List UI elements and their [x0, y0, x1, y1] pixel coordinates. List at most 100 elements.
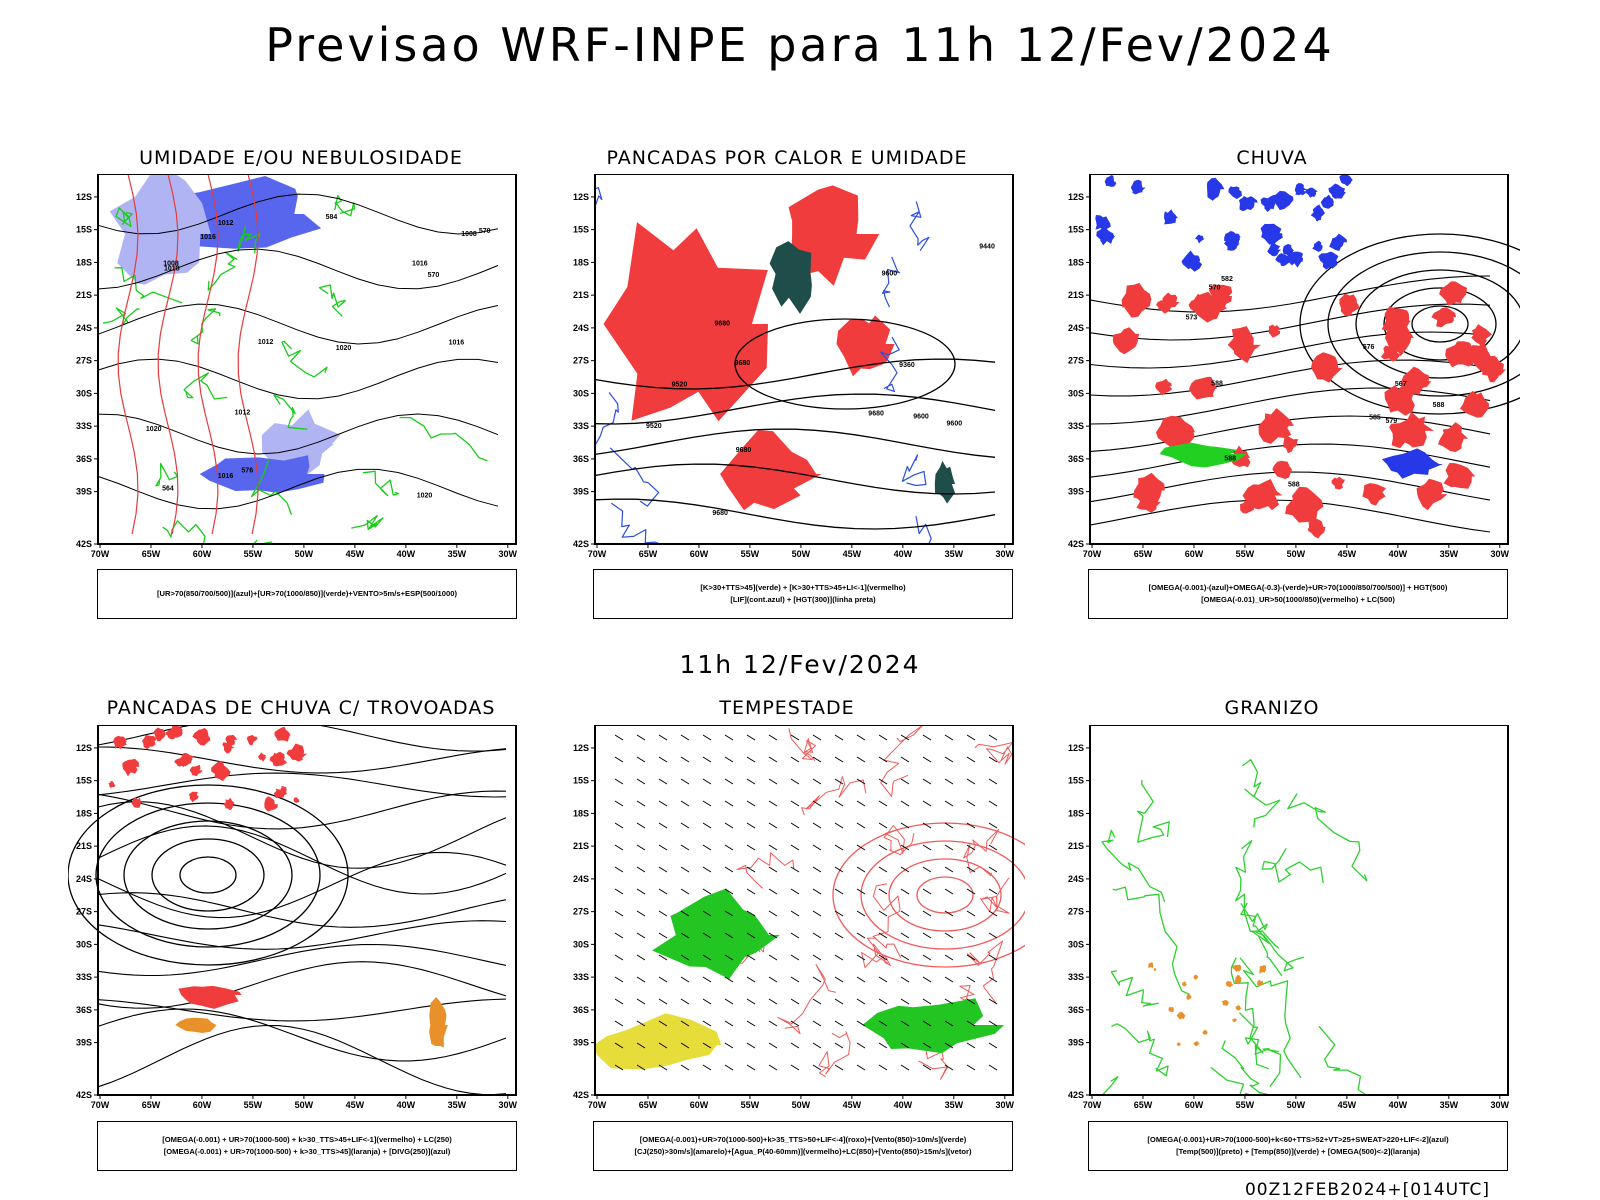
geopotential-line	[1089, 359, 1491, 397]
wind-vector	[944, 998, 954, 1005]
thunderstorm-area	[192, 728, 211, 746]
rain-area	[1227, 326, 1261, 364]
omega-area	[1181, 250, 1203, 272]
x	[457, 324, 468, 335]
omega-500-area	[1148, 962, 1154, 969]
wind-vector	[988, 910, 998, 917]
wind-vector	[900, 822, 910, 829]
wind-vector	[790, 844, 800, 851]
omega-500-area	[1221, 999, 1230, 1006]
lon-tick-label: 45W	[1338, 549, 1357, 559]
wind-vector	[614, 888, 624, 895]
page-title: Previsao WRF-INPE para 11h 12/Fev/2024	[265, 18, 1335, 72]
lon-tick-label: 30W	[996, 549, 1015, 559]
lat-tick-label: 39S	[573, 487, 589, 497]
omega-area	[1286, 251, 1304, 268]
omega-500-area	[1235, 1004, 1243, 1011]
wind-vector	[614, 800, 624, 807]
wind-vector	[614, 756, 624, 763]
geopotential-line	[1089, 499, 1491, 533]
streamline-vortex	[151, 838, 265, 912]
height-contour	[594, 498, 996, 530]
lon-tick-label: 35W	[1440, 1100, 1459, 1110]
lat-tick-label: 30S	[76, 388, 92, 398]
wind-vector	[812, 1020, 822, 1027]
streamline	[97, 801, 507, 869]
lon-tick-label: 65W	[1134, 549, 1153, 559]
wind-vector	[900, 1064, 910, 1071]
rain-area	[1416, 478, 1448, 511]
wind-vector	[812, 1042, 822, 1049]
wind-vector	[878, 1064, 888, 1071]
wind-vector	[812, 932, 822, 939]
wind-vector	[680, 800, 690, 807]
thunderstorm-area	[189, 764, 203, 777]
x	[361, 494, 374, 506]
high-pressure-contour	[1299, 233, 1520, 415]
temperature-850-contour	[1110, 970, 1159, 1007]
wind-vector	[878, 1042, 888, 1049]
wind-vector	[944, 1020, 954, 1027]
rain-area	[1242, 479, 1283, 511]
x	[372, 425, 394, 447]
wind-vector	[900, 976, 910, 983]
precipitable-water-contour	[788, 728, 816, 762]
wind-vector	[900, 954, 910, 961]
contour-label: 1008	[163, 261, 179, 268]
geopotential-line	[1089, 331, 1491, 369]
wind-vector	[614, 866, 624, 873]
lat-tick-label: 21S	[1068, 841, 1084, 851]
lat-tick-label: 39S	[1068, 487, 1084, 497]
omega-500-area	[1186, 994, 1192, 1000]
x	[170, 308, 189, 325]
precipitable-water-contour	[880, 725, 924, 797]
wind-vector	[900, 888, 910, 895]
wind-vector	[988, 822, 998, 829]
rain-area	[1438, 422, 1469, 452]
wind-vector	[658, 932, 668, 939]
pressure-isobar	[97, 193, 499, 235]
lon-tick-label: 45W	[1338, 1100, 1357, 1110]
wind-vector	[614, 1064, 624, 1071]
omega-area	[1320, 194, 1334, 209]
lon-tick-label: 40W	[1389, 1100, 1408, 1110]
run-footer: 00Z12FEB2024+[014UTC]	[1244, 1180, 1490, 1200]
humidity-contour	[155, 462, 179, 487]
wind-vector	[746, 822, 756, 829]
map-frame	[97, 174, 517, 545]
humidity-contour	[190, 308, 221, 345]
wind-vector	[944, 756, 954, 763]
lat-tick-label: 15S	[1068, 776, 1084, 786]
rain-area	[1311, 352, 1343, 383]
wind-vector	[900, 910, 910, 917]
temperature-850-contour	[1261, 847, 1324, 884]
wind-vector	[790, 866, 800, 873]
x	[412, 400, 421, 410]
wind-vector	[680, 844, 690, 851]
wind-vector	[790, 1042, 800, 1049]
omega-area	[1267, 242, 1282, 257]
lon-tick-label: 60W	[690, 1100, 709, 1110]
rain-area	[1331, 476, 1345, 490]
streamline-vortex	[95, 802, 321, 948]
legend-tempestade: [OMEGA(-0.001)+UR>70(1000-500)+k>35_TTS>…	[593, 1121, 1013, 1171]
wind-vector	[966, 1042, 976, 1049]
wind-vector	[834, 998, 844, 1005]
wind-vector	[856, 888, 866, 895]
rain-area	[1384, 383, 1415, 416]
omega-area	[1328, 183, 1346, 199]
rain-area	[1385, 323, 1414, 357]
lat-tick-label: 30S	[573, 388, 589, 398]
wind-vector	[724, 800, 734, 807]
wind-vector	[702, 888, 712, 895]
wind-vector	[944, 932, 954, 939]
wind-vector	[922, 734, 932, 741]
wind-vector	[768, 756, 778, 763]
convection-area	[720, 430, 822, 511]
lat-tick-label: 27S	[573, 356, 589, 366]
panel-title-granizo: GRANIZO	[1224, 697, 1320, 719]
contour-label: 9520	[672, 382, 688, 389]
lon-tick-label: 60W	[193, 1100, 212, 1110]
contour-label: 1012	[258, 339, 274, 346]
wind-vector	[658, 910, 668, 917]
